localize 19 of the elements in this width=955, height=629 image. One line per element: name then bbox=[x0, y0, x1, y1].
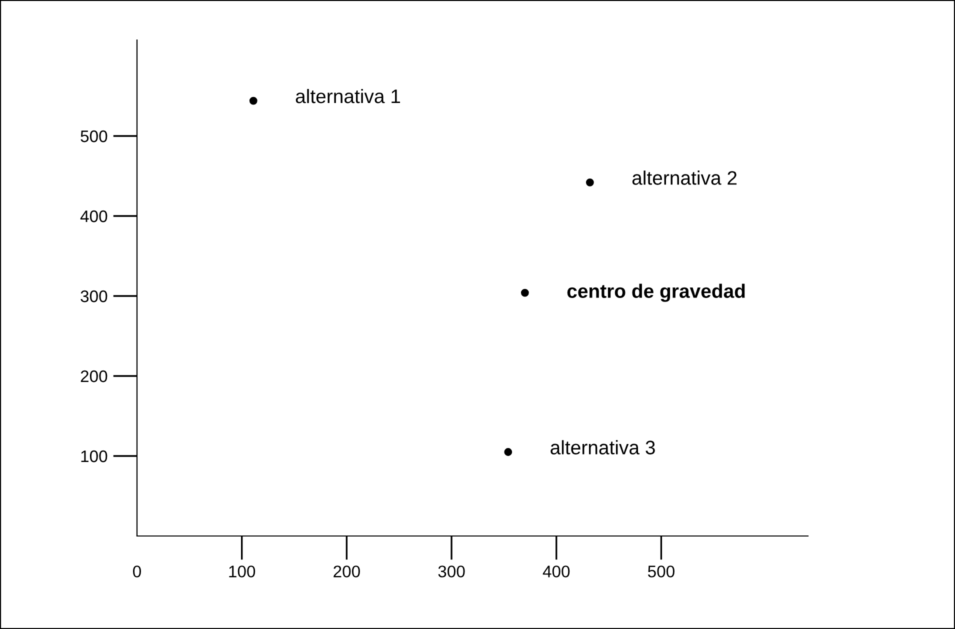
x-tick-label: 500 bbox=[648, 566, 674, 578]
point bbox=[586, 178, 594, 186]
y-tick-label: 400 bbox=[80, 210, 108, 222]
annotation: alternativa 2 bbox=[632, 170, 737, 185]
annotation: alternativa 3 bbox=[550, 440, 655, 454]
point bbox=[504, 448, 512, 456]
x-tick-label: 0 bbox=[133, 566, 141, 578]
y-tick-label: 500 bbox=[80, 130, 108, 142]
x-tick-label: 100 bbox=[229, 566, 256, 578]
point bbox=[249, 96, 258, 105]
text: centro de gravedad bbox=[567, 284, 745, 302]
point bbox=[520, 288, 529, 297]
x-tick-label: 200 bbox=[334, 566, 360, 578]
annotation: alternativa 1 bbox=[296, 88, 400, 104]
y-tick-label: 200 bbox=[80, 370, 108, 382]
y-tick-label: 300 bbox=[80, 290, 108, 302]
x-tick-label: 400 bbox=[542, 566, 570, 578]
y-tick-label: 100 bbox=[81, 450, 108, 462]
x-tick-label: 300 bbox=[438, 566, 465, 578]
